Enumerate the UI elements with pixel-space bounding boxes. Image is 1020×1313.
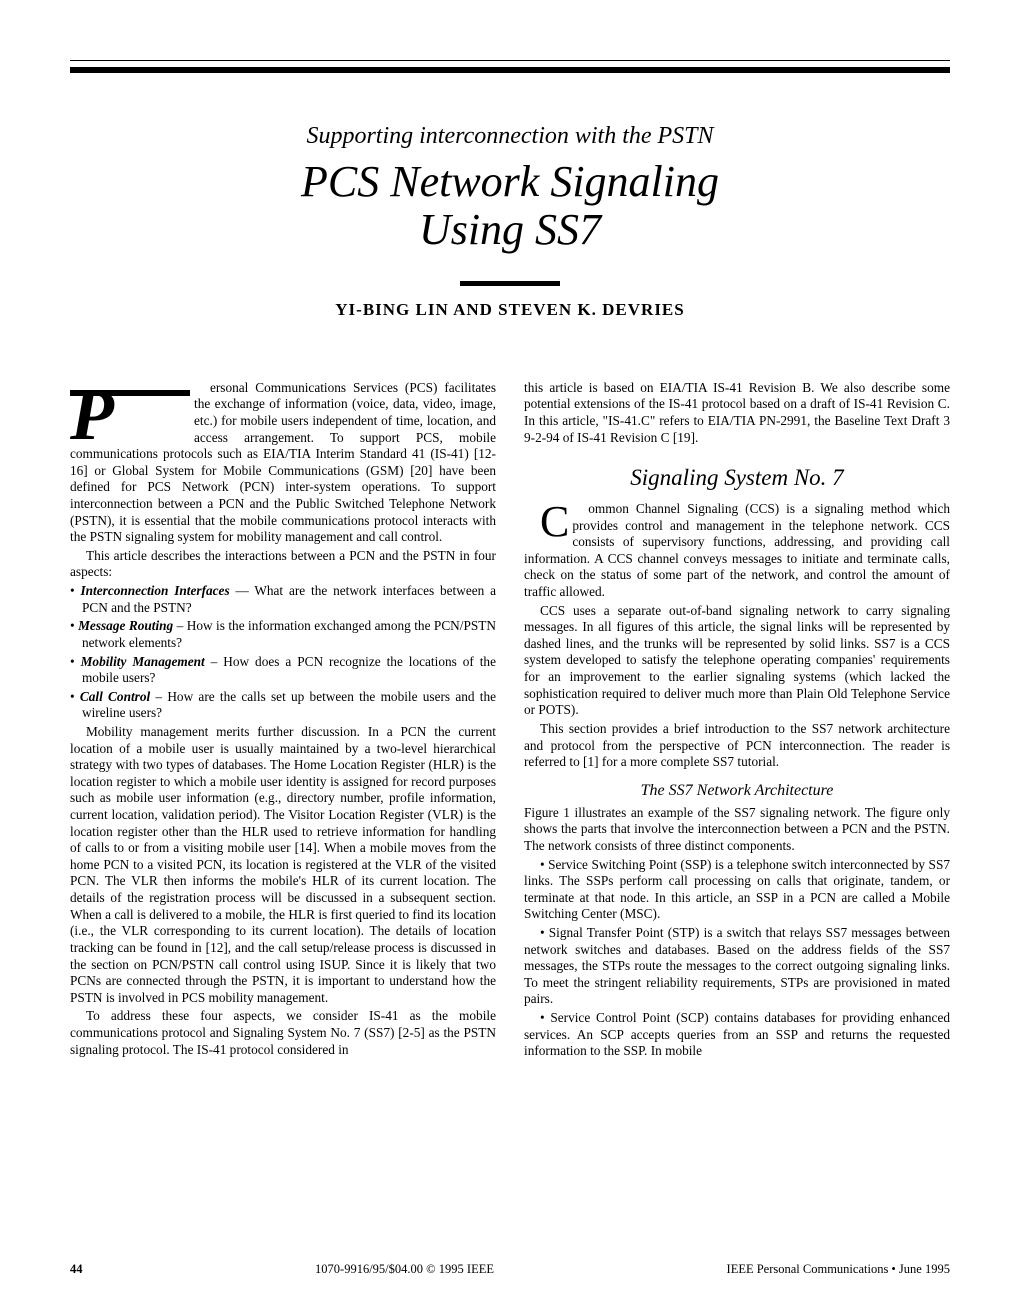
ccs-lead-text: ommon Channel Signaling (CCS) is a signa… [524,501,950,599]
title-underscore-rule [460,281,560,286]
dropcap-c-icon: C [524,503,572,540]
ccs-paragraph-2: CCS uses a separate out-of-band signalin… [524,603,950,719]
dropcap-p-icon: P [70,390,194,437]
footer-right: IEEE Personal Communications • June 1995 [727,1262,950,1277]
bullet-message-routing: • Message Routing – How is the informati… [70,618,496,651]
body-columns: Personal Communications Services (PCS) f… [70,380,950,1062]
title-line-2: Using SS7 [419,205,601,254]
intro-closing-paragraph: To address these four aspects, we consid… [70,1008,496,1058]
bullet-term: Interconnection Interfaces [80,583,229,598]
column2-continuation: this article is based on EIA/TIA IS-41 R… [524,380,950,446]
bullet-mobility-management: • Mobility Management – How does a PCN r… [70,654,496,687]
bullet-interconnection: • Interconnection Interfaces — What are … [70,583,496,616]
page-number: 44 [70,1262,83,1277]
page-footer: 44 1070-9916/95/$04.00 © 1995 IEEE IEEE … [70,1262,950,1277]
ccs-paragraph: Common Channel Signaling (CCS) is a sign… [524,501,950,601]
double-rule [70,60,950,73]
title-line-1: PCS Network Signaling [301,157,719,206]
kicker: Supporting interconnection with the PSTN [70,123,950,150]
section-heading-ss7: Signaling System No. 7 [524,464,950,493]
bullet-term: Message Routing [78,618,173,633]
subsection-architecture: The SS7 Network Architecture [524,781,950,801]
bullet-call-control: • Call Control – How are the calls set u… [70,689,496,722]
footer-center: 1070-9916/95/$04.00 © 1995 IEEE [315,1262,494,1277]
mobility-management-paragraph: Mobility management merits further discu… [70,724,496,1006]
authors: YI-BING LIN AND STEVEN K. DEVRIES [70,300,950,320]
ccs-paragraph-3: This section provides a brief introducti… [524,721,950,771]
intro-paragraph: Personal Communications Services (PCS) f… [70,380,496,546]
bullet-term: Call Control [80,689,150,704]
intro-aspects-lead: This article describes the interactions … [70,548,496,581]
arch-ssp: • Service Switching Point (SSP) is a tel… [524,857,950,923]
arch-intro: Figure 1 illustrates an example of the S… [524,805,950,855]
bullet-term: Mobility Management [81,654,205,669]
arch-scp: • Service Control Point (SCP) contains d… [524,1010,950,1060]
page: Supporting interconnection with the PSTN… [0,0,1020,1313]
article-title: PCS Network Signaling Using SS7 [70,158,950,255]
arch-stp: • Signal Transfer Point (STP) is a switc… [524,925,950,1008]
